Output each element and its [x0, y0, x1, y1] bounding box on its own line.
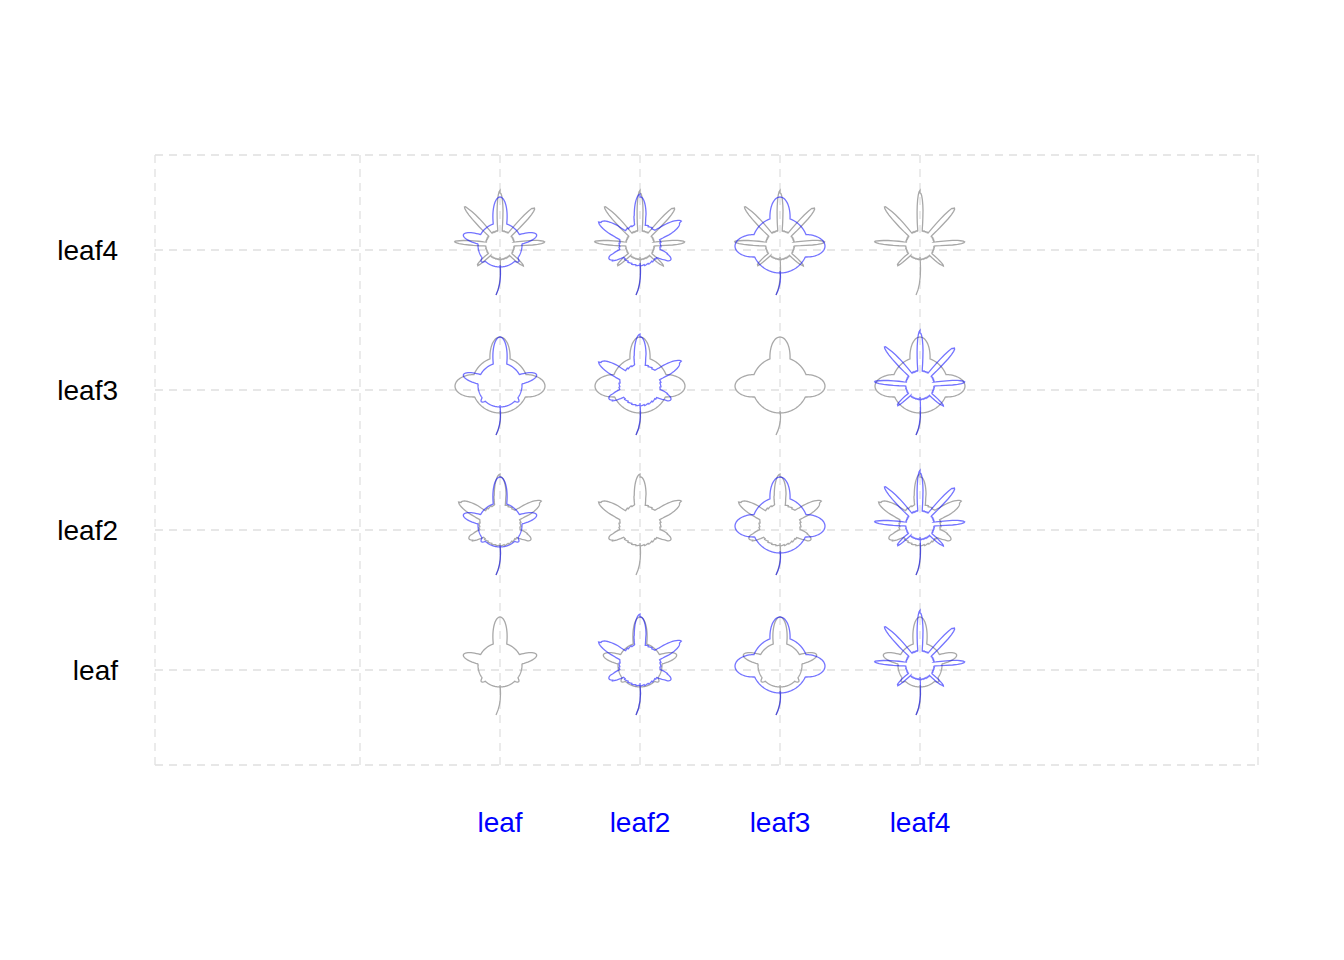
svg-text:leaf2: leaf2 [57, 515, 118, 546]
svg-text:leaf3: leaf3 [57, 375, 118, 406]
svg-text:leaf4: leaf4 [57, 235, 118, 266]
svg-text:leaf4: leaf4 [890, 807, 951, 838]
svg-text:leaf: leaf [73, 655, 118, 686]
svg-text:leaf2: leaf2 [610, 807, 671, 838]
svg-text:leaf3: leaf3 [750, 807, 811, 838]
svg-text:leaf: leaf [477, 807, 522, 838]
